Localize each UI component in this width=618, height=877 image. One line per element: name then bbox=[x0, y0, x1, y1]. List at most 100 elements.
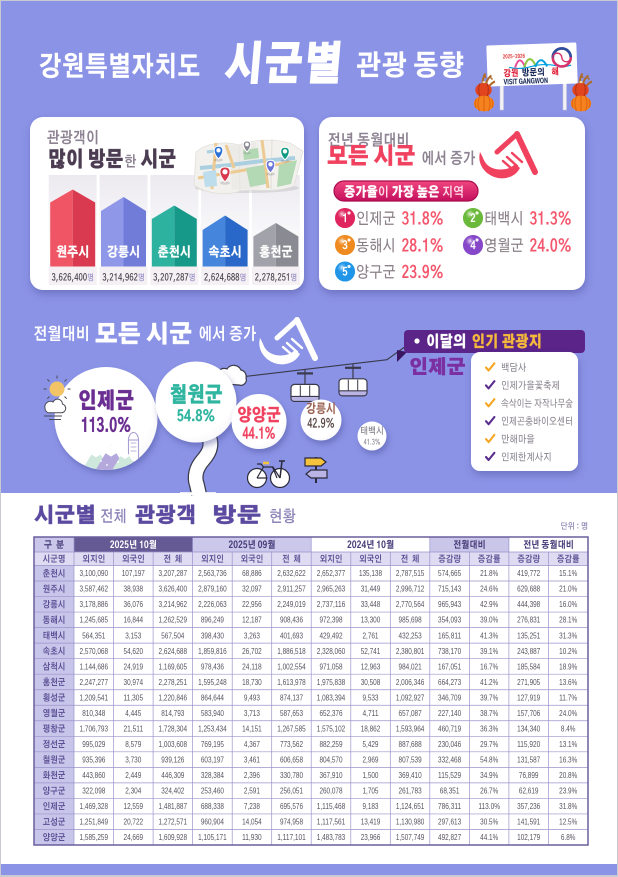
svg-text:1,083,394: 1,083,394 bbox=[317, 693, 346, 702]
svg-text:227,140: 227,140 bbox=[438, 709, 462, 718]
svg-text:1,092,927: 1,092,927 bbox=[396, 693, 425, 702]
svg-text:1,609,928: 1,609,928 bbox=[159, 833, 188, 842]
svg-text:935,396: 935,396 bbox=[82, 756, 106, 765]
svg-text:807,539: 807,539 bbox=[399, 756, 423, 765]
svg-text:31,449: 31,449 bbox=[361, 585, 381, 594]
svg-text:896,249: 896,249 bbox=[201, 616, 225, 625]
svg-text:62,619: 62,619 bbox=[519, 787, 539, 796]
svg-text:185,584: 185,584 bbox=[517, 662, 541, 671]
svg-text:31.3%: 31.3% bbox=[559, 631, 577, 640]
svg-text:1,613,978: 1,613,978 bbox=[277, 678, 306, 687]
svg-text:13.1%: 13.1% bbox=[559, 740, 577, 749]
svg-text:864,644: 864,644 bbox=[201, 693, 225, 702]
svg-text:715,143: 715,143 bbox=[438, 585, 462, 594]
svg-text:2,328,060: 2,328,060 bbox=[317, 647, 346, 656]
svg-text:24,919: 24,919 bbox=[124, 662, 144, 671]
svg-text:1,706,793: 1,706,793 bbox=[80, 724, 109, 733]
svg-text:1,728,304: 1,728,304 bbox=[159, 724, 188, 733]
svg-text:3,730: 3,730 bbox=[125, 756, 141, 765]
svg-text:2,965,263: 2,965,263 bbox=[317, 585, 346, 594]
svg-text:4,711: 4,711 bbox=[363, 709, 379, 718]
svg-text:52,741: 52,741 bbox=[361, 647, 381, 656]
svg-text:322,098: 322,098 bbox=[82, 787, 106, 796]
svg-text:29.7%: 29.7% bbox=[480, 740, 498, 749]
svg-text:38,938: 38,938 bbox=[124, 585, 144, 594]
svg-text:4,445: 4,445 bbox=[125, 709, 141, 718]
svg-text:32,097: 32,097 bbox=[242, 585, 262, 594]
svg-text:357,236: 357,236 bbox=[517, 802, 541, 811]
svg-text:583,940: 583,940 bbox=[201, 709, 225, 718]
svg-text:34.9%: 34.9% bbox=[480, 771, 498, 780]
svg-text:346,709: 346,709 bbox=[438, 693, 462, 702]
svg-text:23,966: 23,966 bbox=[361, 833, 381, 842]
svg-text:2,247,277: 2,247,277 bbox=[80, 678, 109, 687]
svg-text:243,887: 243,887 bbox=[517, 647, 541, 656]
svg-text:6.8%: 6.8% bbox=[561, 833, 576, 842]
svg-text:564,351: 564,351 bbox=[82, 631, 106, 640]
svg-text:33,448: 33,448 bbox=[361, 600, 381, 609]
svg-text:974,958: 974,958 bbox=[280, 818, 304, 827]
svg-text:1,209,541: 1,209,541 bbox=[80, 693, 109, 702]
svg-text:2,632,622: 2,632,622 bbox=[277, 569, 306, 578]
svg-text:652,376: 652,376 bbox=[319, 709, 343, 718]
svg-text:2,278,251: 2,278,251 bbox=[159, 678, 188, 687]
svg-text:1,267,585: 1,267,585 bbox=[277, 724, 306, 733]
svg-text:260,078: 260,078 bbox=[319, 787, 343, 796]
svg-text:102,179: 102,179 bbox=[517, 833, 541, 842]
svg-text:1,117,561: 1,117,561 bbox=[317, 818, 346, 827]
svg-text:401,693: 401,693 bbox=[280, 631, 304, 640]
svg-text:1,593,964: 1,593,964 bbox=[396, 724, 425, 733]
svg-text:36,076: 36,076 bbox=[124, 600, 144, 609]
svg-text:972,398: 972,398 bbox=[319, 616, 343, 625]
svg-text:874,137: 874,137 bbox=[280, 693, 304, 702]
svg-text:1,130,980: 1,130,980 bbox=[396, 818, 425, 827]
svg-text:1,169,605: 1,169,605 bbox=[159, 662, 188, 671]
svg-text:432,253: 432,253 bbox=[399, 631, 423, 640]
svg-text:429,492: 429,492 bbox=[319, 631, 343, 640]
svg-text:804,570: 804,570 bbox=[319, 756, 343, 765]
svg-text:271,905: 271,905 bbox=[517, 678, 541, 687]
svg-text:2,770,564: 2,770,564 bbox=[396, 600, 425, 609]
svg-text:1,245,685: 1,245,685 bbox=[80, 616, 109, 625]
svg-text:11.7%: 11.7% bbox=[559, 693, 577, 702]
svg-text:2,249,019: 2,249,019 bbox=[277, 600, 306, 609]
svg-text:369,410: 369,410 bbox=[399, 771, 423, 780]
svg-text:2,996,712: 2,996,712 bbox=[396, 585, 425, 594]
svg-text:134,340: 134,340 bbox=[517, 724, 541, 733]
svg-text:1,975,838: 1,975,838 bbox=[317, 678, 346, 687]
svg-text:1,595,248: 1,595,248 bbox=[198, 678, 227, 687]
svg-text:965,943: 965,943 bbox=[438, 600, 462, 609]
svg-text:167,051: 167,051 bbox=[438, 662, 462, 671]
svg-text:2,226,063: 2,226,063 bbox=[198, 600, 227, 609]
svg-text:21.0%: 21.0% bbox=[559, 585, 577, 594]
svg-text:354,093: 354,093 bbox=[438, 616, 462, 625]
svg-text:2,449: 2,449 bbox=[125, 771, 141, 780]
svg-text:332,468: 332,468 bbox=[438, 756, 462, 765]
svg-text:1,859,816: 1,859,816 bbox=[198, 647, 227, 656]
svg-text:39.0%: 39.0% bbox=[480, 616, 498, 625]
svg-text:76,899: 76,899 bbox=[519, 771, 539, 780]
svg-text:1,483,783: 1,483,783 bbox=[317, 833, 346, 842]
svg-text:131,587: 131,587 bbox=[517, 756, 541, 765]
svg-text:10.2%: 10.2% bbox=[559, 647, 577, 656]
svg-text:23.9%: 23.9% bbox=[559, 787, 577, 796]
svg-text:1,115,468: 1,115,468 bbox=[317, 802, 346, 811]
svg-text:1,002,554: 1,002,554 bbox=[277, 662, 306, 671]
svg-text:810,348: 810,348 bbox=[82, 709, 106, 718]
svg-text:54,620: 54,620 bbox=[124, 647, 144, 656]
svg-text:985,698: 985,698 bbox=[399, 616, 423, 625]
svg-text:12,187: 12,187 bbox=[242, 616, 262, 625]
svg-text:31.8%: 31.8% bbox=[559, 802, 577, 811]
svg-text:28.1%: 28.1% bbox=[559, 616, 577, 625]
svg-text:984,021: 984,021 bbox=[399, 662, 423, 671]
svg-text:9,183: 9,183 bbox=[363, 802, 379, 811]
svg-text:324,402: 324,402 bbox=[161, 787, 185, 796]
svg-text:587,653: 587,653 bbox=[280, 709, 304, 718]
svg-text:11,305: 11,305 bbox=[124, 693, 144, 702]
svg-text:1,220,846: 1,220,846 bbox=[159, 693, 188, 702]
svg-text:13,300: 13,300 bbox=[361, 616, 381, 625]
svg-text:1,253,434: 1,253,434 bbox=[198, 724, 227, 733]
svg-text:16.7%: 16.7% bbox=[480, 662, 498, 671]
svg-text:42.9%: 42.9% bbox=[480, 600, 498, 609]
svg-text:1,507,749: 1,507,749 bbox=[396, 833, 425, 842]
